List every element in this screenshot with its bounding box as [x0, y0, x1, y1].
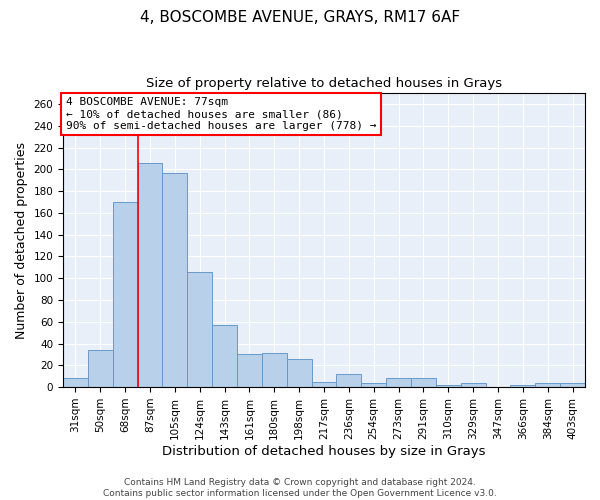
Bar [237, 354, 262, 387]
Bar [137, 163, 163, 387]
Bar [287, 359, 311, 387]
Text: Contains HM Land Registry data © Crown copyright and database right 2024.
Contai: Contains HM Land Registry data © Crown c… [103, 478, 497, 498]
Text: 4 BOSCOMBE AVENUE: 77sqm
← 10% of detached houses are smaller (86)
90% of semi-d: 4 BOSCOMBE AVENUE: 77sqm ← 10% of detach… [65, 98, 376, 130]
Bar [560, 382, 585, 387]
Bar [436, 385, 461, 387]
Bar [535, 382, 560, 387]
Bar [212, 325, 237, 387]
Bar [113, 202, 137, 387]
Bar [63, 378, 88, 387]
X-axis label: Distribution of detached houses by size in Grays: Distribution of detached houses by size … [162, 444, 486, 458]
Bar [461, 382, 485, 387]
Bar [88, 350, 113, 387]
Bar [337, 374, 361, 387]
Bar [311, 382, 337, 387]
Bar [187, 272, 212, 387]
Bar [511, 385, 535, 387]
Bar [262, 354, 287, 387]
Title: Size of property relative to detached houses in Grays: Size of property relative to detached ho… [146, 78, 502, 90]
Y-axis label: Number of detached properties: Number of detached properties [15, 142, 28, 338]
Bar [361, 382, 386, 387]
Bar [163, 172, 187, 387]
Bar [411, 378, 436, 387]
Bar [386, 378, 411, 387]
Text: 4, BOSCOMBE AVENUE, GRAYS, RM17 6AF: 4, BOSCOMBE AVENUE, GRAYS, RM17 6AF [140, 10, 460, 25]
